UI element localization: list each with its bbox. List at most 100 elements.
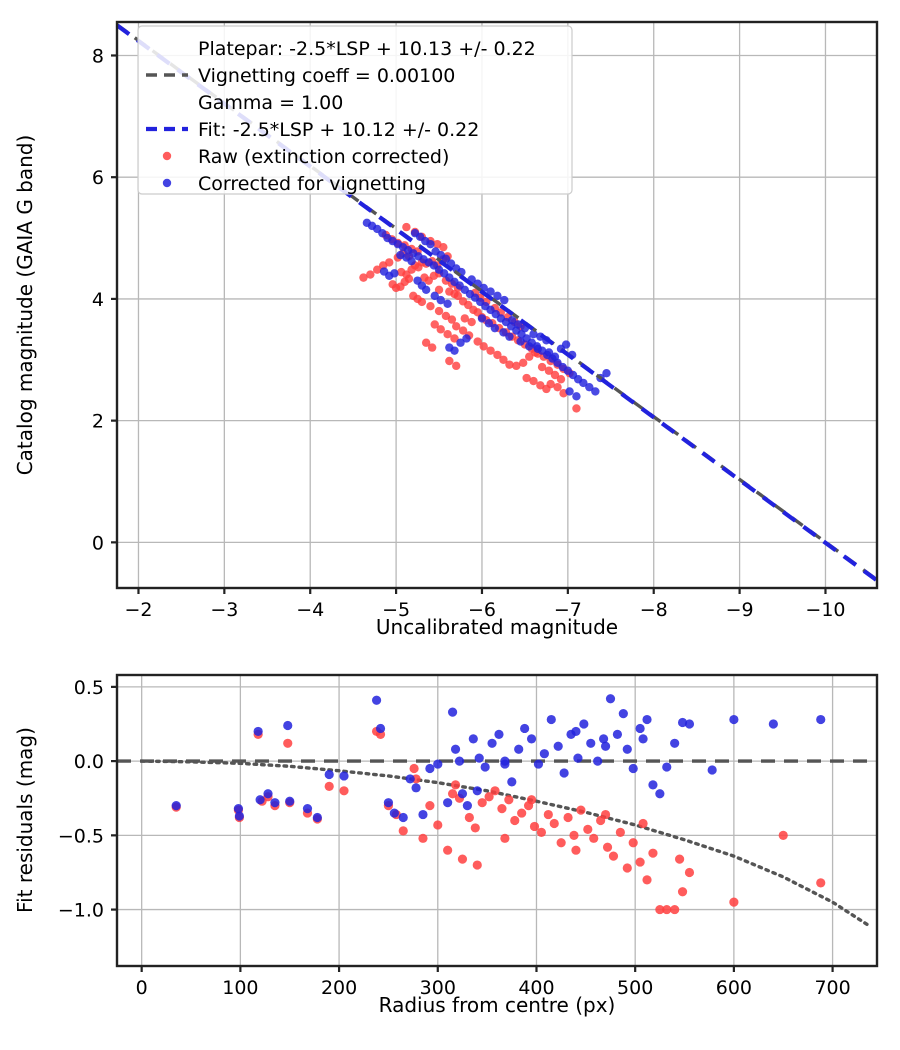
y-tick-label: 0.0 <box>74 751 104 773</box>
y-tick-label: 4 <box>92 289 104 311</box>
data-point <box>816 878 826 888</box>
plot-frame <box>115 20 879 590</box>
data-point <box>526 734 537 744</box>
data-point <box>454 756 465 766</box>
x-axis-title: Uncalibrated magnitude <box>376 615 618 639</box>
data-point <box>486 346 495 355</box>
data-point <box>525 342 534 351</box>
x-axis-ticks: −2 −3 −4 −5 −6 −7 −8 −9 −10 <box>124 588 846 621</box>
data-point <box>464 812 474 823</box>
data-point <box>434 285 444 294</box>
data-point <box>398 812 408 823</box>
data-point <box>460 314 469 323</box>
data-point <box>544 366 554 375</box>
photometric-calibration-chart: −2 −3 −4 −5 −6 −7 −8 −9 −10 0 2 4 6 8 Uncalibrated m… <box>13 20 879 639</box>
data-point <box>768 719 778 729</box>
data-point <box>585 382 594 392</box>
data-point <box>517 808 527 818</box>
data-point <box>571 726 581 737</box>
data-point <box>456 338 465 347</box>
legend-marker-sample <box>162 178 172 188</box>
data-point <box>389 808 399 818</box>
data-point <box>434 306 444 316</box>
data-point <box>553 741 563 751</box>
data-point <box>684 867 695 878</box>
data-point <box>622 744 632 754</box>
data-point <box>479 342 488 351</box>
data-point <box>486 287 495 296</box>
data-point <box>778 830 788 840</box>
x-tick-label: 600 <box>716 977 752 999</box>
data-point <box>487 738 497 748</box>
data-point <box>477 798 487 808</box>
data-point <box>441 311 451 321</box>
data-point <box>536 827 547 837</box>
data-point <box>263 789 273 799</box>
data-point <box>436 295 445 305</box>
data-point <box>605 694 616 704</box>
data-point <box>505 332 514 341</box>
data-point <box>543 809 553 820</box>
data-point <box>589 833 599 843</box>
data-point <box>472 786 482 796</box>
data-point <box>443 299 452 308</box>
data-point <box>583 824 593 835</box>
data-point <box>375 723 386 734</box>
data-point <box>398 826 408 836</box>
data-point <box>362 218 372 228</box>
data-point <box>324 781 334 791</box>
data-point <box>388 280 397 289</box>
data-point <box>556 838 566 848</box>
x-tick-label: −6 <box>468 599 496 621</box>
data-point <box>662 762 672 772</box>
data-point <box>417 297 427 307</box>
data-point <box>418 809 428 820</box>
y-tick-label: −0.5 <box>58 825 104 847</box>
data-point <box>670 904 680 915</box>
data-point <box>396 250 405 260</box>
data-point <box>544 348 554 357</box>
data-point <box>622 863 632 873</box>
data-point <box>500 759 510 769</box>
data-point <box>490 786 500 796</box>
data-point <box>529 821 540 832</box>
data-point <box>536 381 545 390</box>
x-tick-label: −3 <box>210 599 238 621</box>
data-point <box>542 384 551 394</box>
data-point <box>253 726 263 737</box>
x-tick-label: 100 <box>222 977 258 999</box>
data-point <box>729 897 739 907</box>
data-point <box>556 375 566 384</box>
data-point <box>472 860 482 870</box>
data-point <box>505 360 514 369</box>
data-point <box>602 368 611 378</box>
x-tick-label: −8 <box>640 599 668 621</box>
data-point <box>522 373 531 383</box>
data-point <box>443 330 452 339</box>
data-point <box>452 322 461 331</box>
data-point <box>433 759 443 769</box>
data-point <box>635 723 645 734</box>
data-point <box>430 291 439 301</box>
x-tick-label: 400 <box>518 977 554 999</box>
data-point <box>529 376 538 386</box>
data-point <box>480 762 490 772</box>
x-axis-ticks: 0 100 200 300 400 500 600 700 <box>136 966 851 999</box>
x-axis-title: Radius from centre (px) <box>379 993 616 1017</box>
y-axis-title: Catalog magnitude (GAIA G band) <box>13 135 37 476</box>
data-point <box>458 326 468 335</box>
y-axis-ticks: 0 2 4 6 8 <box>92 45 117 554</box>
data-point <box>413 276 422 285</box>
data-point <box>426 302 435 311</box>
data-point <box>642 875 652 885</box>
y-axis-title: Fit residuals (mag) <box>13 727 37 913</box>
data-point <box>312 812 322 823</box>
data-point <box>418 833 428 843</box>
y-tick-label: 2 <box>92 411 104 433</box>
data-point <box>462 801 472 811</box>
data-point <box>499 355 508 364</box>
data-point <box>302 804 313 814</box>
data-point <box>593 756 603 766</box>
data-point <box>484 792 494 802</box>
data-point <box>493 350 502 360</box>
